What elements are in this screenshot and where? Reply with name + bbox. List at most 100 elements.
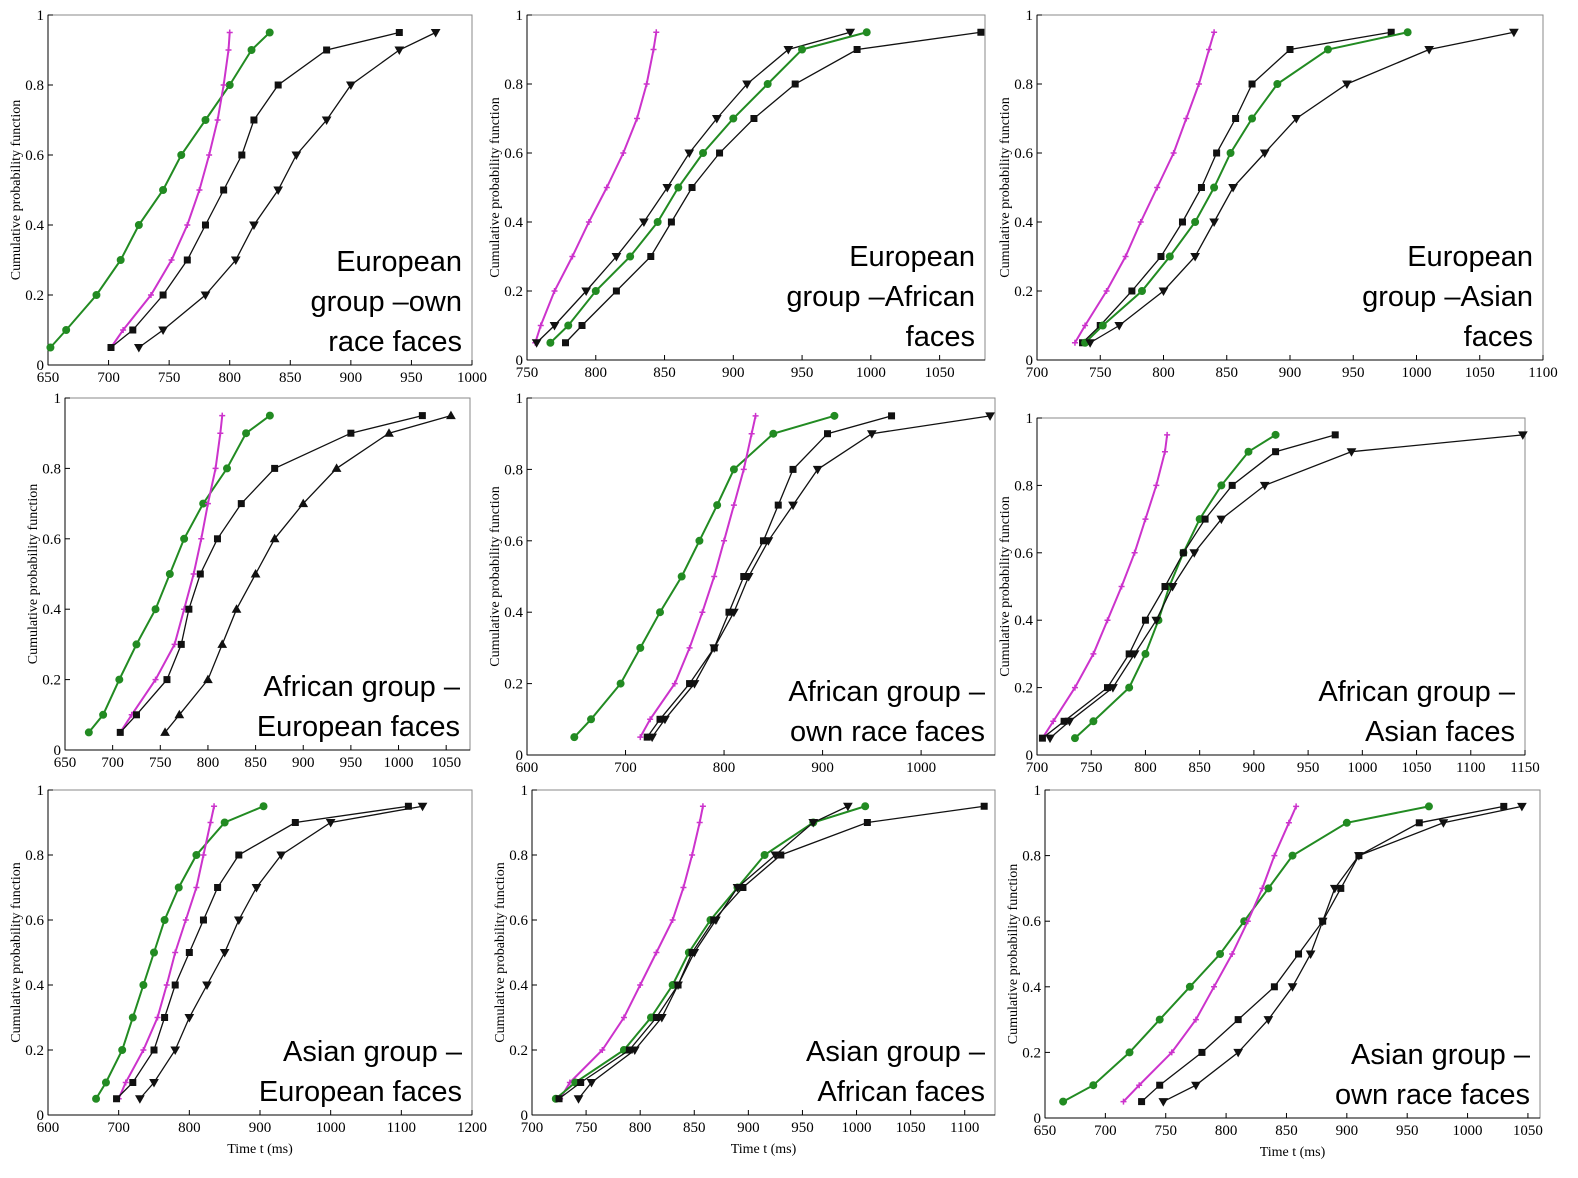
y-tick-label: 0.8	[509, 848, 528, 864]
point	[1128, 287, 1136, 295]
point	[862, 28, 871, 37]
x-tick-label: 900	[340, 370, 363, 386]
point	[161, 1014, 169, 1021]
point	[721, 537, 728, 544]
point	[62, 326, 71, 334]
point	[46, 343, 55, 352]
point	[190, 571, 197, 577]
x-tick-label: 1000	[1347, 760, 1377, 776]
point	[562, 339, 570, 347]
point	[201, 221, 209, 229]
y-tick-label: 0.8	[1014, 77, 1033, 93]
x-tick-label: 1000	[1453, 1123, 1483, 1139]
y-tick-label: 0.4	[1022, 980, 1041, 996]
point	[748, 430, 755, 437]
point	[202, 981, 212, 991]
point	[1089, 717, 1098, 726]
point	[591, 287, 600, 295]
point	[1217, 481, 1226, 490]
point	[1232, 115, 1240, 122]
annotation: African faces	[817, 1076, 985, 1108]
point	[225, 81, 234, 89]
x-tick-label: 800	[1152, 365, 1175, 381]
x-tick-label: 1000	[316, 1120, 346, 1136]
y-tick-label: 0.6	[504, 146, 523, 162]
point	[168, 257, 175, 263]
series-line	[95, 805, 264, 1100]
point	[1192, 1016, 1199, 1023]
point	[1125, 1048, 1134, 1057]
point	[1291, 115, 1302, 124]
point	[1164, 431, 1171, 438]
point	[134, 221, 143, 229]
x-tick-label: 700	[97, 370, 120, 386]
point	[265, 411, 274, 420]
y-axis-label: Cumulative probability function	[9, 862, 24, 1042]
point	[732, 884, 743, 893]
point	[684, 149, 695, 159]
point	[217, 639, 228, 648]
point	[1248, 114, 1257, 123]
point	[1138, 1098, 1146, 1106]
point	[1153, 482, 1160, 489]
point	[1271, 430, 1280, 439]
chart: 700 750 800 850 900 950 1000 1050 1100 1150 0 0.2 0.…	[998, 411, 1540, 776]
x-tick-label: 900	[1336, 1123, 1359, 1139]
point	[1137, 219, 1144, 225]
x-tick-label: 850	[1188, 760, 1211, 776]
point	[824, 430, 832, 438]
point	[92, 1094, 101, 1103]
y-tick-label: 0.6	[25, 148, 44, 164]
point	[977, 28, 985, 36]
point	[729, 608, 739, 618]
point	[636, 643, 645, 652]
x-tick-label: 600	[37, 1120, 60, 1136]
x-tick-label: 1050	[896, 1120, 926, 1136]
y-tick-label: 0.2	[504, 284, 523, 300]
point	[1089, 1081, 1098, 1090]
point	[251, 884, 262, 893]
x-tick-label: 800	[1134, 760, 1157, 776]
point	[861, 802, 870, 811]
point	[247, 46, 256, 54]
annotation: Asian group –	[1351, 1039, 1531, 1071]
point	[147, 292, 154, 298]
point	[689, 949, 700, 958]
point	[184, 1014, 195, 1023]
y-tick-label: 0.4	[504, 215, 523, 231]
x-tick-label: 700	[107, 1120, 130, 1136]
point	[206, 152, 213, 158]
point	[204, 500, 211, 507]
point	[743, 573, 754, 582]
x-tick-label: 900	[249, 1120, 272, 1136]
point	[107, 344, 115, 351]
point	[1108, 684, 1118, 693]
point	[980, 802, 988, 810]
y-tick-label: 0.6	[1022, 914, 1041, 930]
series-line	[1082, 31, 1392, 344]
point	[1305, 950, 1316, 960]
point	[770, 851, 781, 861]
point	[1179, 549, 1187, 557]
point	[129, 326, 137, 334]
point	[569, 253, 576, 260]
point	[1331, 431, 1339, 439]
y-axis-label: Cumulative probability function	[1006, 864, 1021, 1044]
point	[196, 570, 204, 578]
point	[1103, 288, 1110, 294]
point	[1295, 950, 1303, 958]
point	[165, 570, 174, 578]
x-tick-label: 950	[791, 365, 814, 381]
point	[1273, 80, 1282, 88]
annotation: African group –	[1318, 676, 1516, 708]
x-tick-label: 700	[101, 755, 124, 771]
point	[711, 115, 722, 124]
point	[230, 256, 241, 266]
point	[1195, 81, 1202, 87]
point	[1263, 1016, 1274, 1025]
point	[1288, 851, 1297, 860]
point	[985, 412, 995, 421]
point	[603, 184, 610, 191]
point	[325, 819, 336, 828]
point	[1213, 149, 1221, 157]
